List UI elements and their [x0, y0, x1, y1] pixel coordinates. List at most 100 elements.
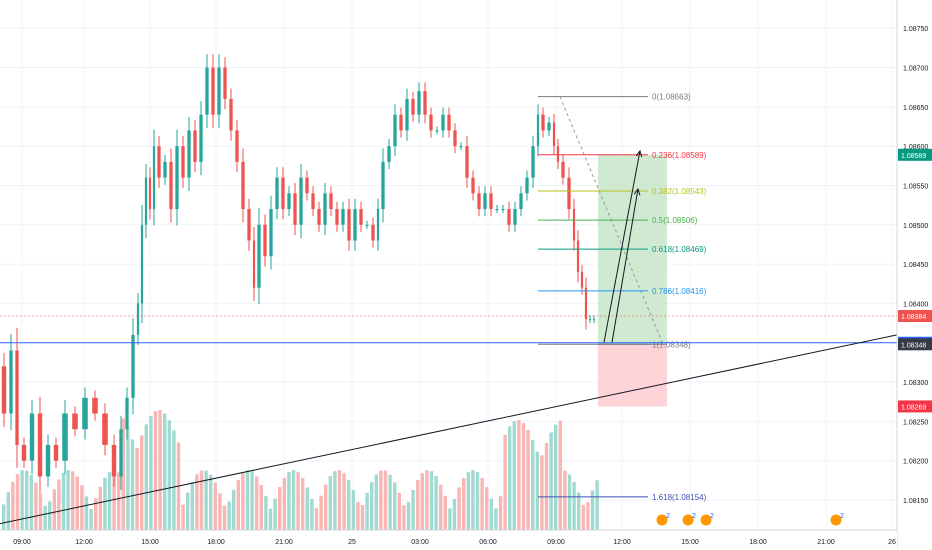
- candle-body: [157, 146, 161, 178]
- candle-body: [45, 444, 51, 477]
- event-badge-count: 2: [710, 513, 714, 520]
- long-position-tool[interactable]: [559, 96, 667, 407]
- time-tick-label: 09:00: [13, 539, 31, 546]
- candle-body: [140, 224, 144, 304]
- candle-body: [531, 146, 535, 178]
- price-axis[interactable]: 1.08750 1.08700 1.08650 1.08600 1.08550 1.085…: [896, 0, 932, 550]
- candle-body: [82, 397, 88, 430]
- volume-bar: [535, 451, 539, 530]
- volume-bar: [20, 470, 24, 530]
- volume-bar: [466, 472, 470, 530]
- volume-bar: [43, 505, 47, 530]
- candle-body: [376, 209, 380, 241]
- volume-bar: [48, 501, 52, 530]
- volume-bar: [117, 472, 121, 530]
- volume-bar: [259, 484, 263, 530]
- price-tick-label: 1.08300: [903, 380, 928, 387]
- candle-body: [275, 177, 279, 210]
- volume-bar: [448, 508, 452, 530]
- volume-bar: [567, 474, 572, 530]
- volume-bar: [222, 505, 227, 530]
- projection-arrow: [611, 189, 638, 343]
- event-badge-icon: [829, 513, 843, 527]
- candle-body: [29, 413, 35, 461]
- time-tick-label: 18:00: [749, 539, 767, 546]
- candle-body: [399, 114, 403, 131]
- volume-bar: [38, 493, 43, 530]
- volume-bar: [319, 495, 323, 530]
- volume-bar: [94, 498, 98, 530]
- candle-body: [317, 209, 321, 225]
- candle-body: [263, 224, 267, 257]
- volume-bar: [540, 455, 544, 530]
- volume-bar: [558, 420, 562, 530]
- volume-bar: [57, 479, 61, 530]
- volume-bar: [480, 477, 484, 530]
- fib-level-label: 1(1.08348): [652, 340, 691, 349]
- event-badges[interactable]: 2 2 2 2: [655, 513, 844, 527]
- volume-bar: [590, 490, 595, 530]
- candle-body: [584, 287, 588, 320]
- candle-body: [561, 161, 565, 178]
- candle-body: [341, 209, 345, 225]
- fibonacci-retracement[interactable]: 0(1.08663) 0.236(1.08589) 0.382(1.08543) 0.…: [538, 93, 707, 502]
- volume-bar: [439, 484, 443, 530]
- volume-bar: [25, 470, 29, 530]
- volume-bar: [365, 492, 369, 530]
- candle-body: [477, 193, 481, 210]
- volume-bar: [305, 487, 309, 530]
- candle-body: [353, 209, 357, 241]
- volume-bar: [388, 474, 392, 530]
- volume-bar: [549, 432, 553, 530]
- volume-bar: [287, 471, 291, 530]
- candle-body: [588, 319, 592, 321]
- candle-body: [269, 209, 273, 257]
- volume-bar: [383, 470, 388, 530]
- event-badge-count: 2: [840, 513, 844, 520]
- volume-bar: [498, 495, 503, 530]
- candle-body: [580, 271, 584, 288]
- volume-bar: [324, 484, 328, 530]
- fib-level-label: 0.786(1.08416): [652, 287, 707, 296]
- candle-body: [152, 146, 156, 210]
- volume-bar: [227, 501, 231, 530]
- candle-body: [556, 146, 560, 162]
- price-tick-label: 1.08750: [903, 26, 928, 33]
- volume-bar: [140, 435, 144, 530]
- volume-bars: [2, 410, 599, 530]
- volume-bar: [34, 482, 38, 530]
- volume-bar: [420, 473, 424, 530]
- price-tick-label: 1.08700: [903, 66, 928, 73]
- price-tag-bg: [898, 400, 932, 413]
- candle-body: [217, 67, 221, 115]
- candle-body: [119, 429, 123, 477]
- time-axis[interactable]: 09:00 12:00 15:00 18:00 21:00 25 03:00 06:00 09:…: [0, 529, 897, 550]
- volume-bar: [434, 476, 438, 530]
- volume-bar: [11, 481, 15, 530]
- volume-bar: [457, 487, 461, 530]
- candle-body: [92, 397, 98, 414]
- time-tick-label: 12:00: [75, 539, 93, 546]
- volume-bar: [29, 474, 33, 530]
- time-tick-label: 15:00: [681, 539, 699, 546]
- volume-bar: [333, 471, 337, 530]
- volume-bar: [80, 485, 84, 530]
- time-tick-label: 06:00: [479, 539, 497, 546]
- volume-bar: [149, 415, 153, 530]
- time-tick-label: 21:00: [817, 539, 835, 546]
- volume-bar: [462, 478, 466, 530]
- volume-bar: [595, 480, 599, 530]
- candle-body: [125, 397, 129, 430]
- volume-bar: [126, 427, 130, 530]
- drawings[interactable]: [0, 151, 898, 525]
- volume-bar: [250, 471, 254, 530]
- time-tick-label: 18:00: [207, 539, 225, 546]
- volume-bar: [89, 508, 93, 530]
- volume-bar: [121, 418, 125, 530]
- volume-bar: [393, 482, 397, 530]
- volume-bar: [181, 504, 185, 530]
- candle-body: [205, 67, 209, 115]
- event-badge-icon: [681, 513, 695, 527]
- volume-bar: [195, 474, 199, 530]
